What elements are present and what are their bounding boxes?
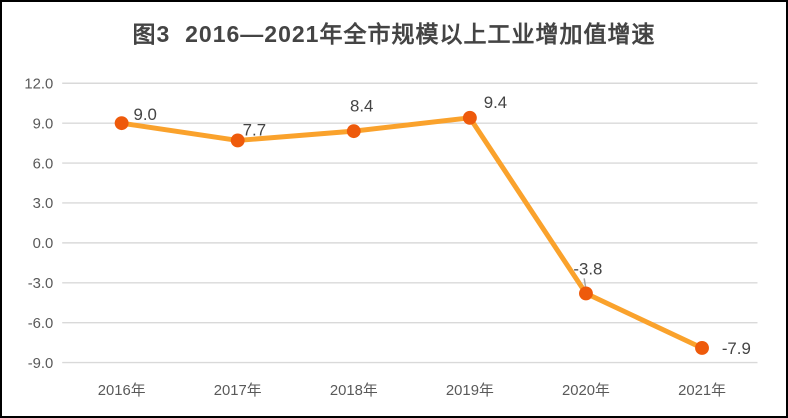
data-label: 7.7 [243,120,266,139]
data-point-2018年 [346,124,361,139]
y-tick-label: 0.0 [33,236,54,252]
x-tick-label: 2018年 [330,382,378,399]
data-point-2016年 [114,116,129,131]
data-label: 9.4 [484,93,507,112]
data-point-2020年 [579,286,593,301]
x-tick-label: 2017年 [214,382,262,399]
y-tick-label: 9.0 [33,116,54,132]
data-label: 8.4 [350,96,373,115]
x-tick-label: 2020年 [562,382,610,399]
data-label: -7.9 [722,339,751,358]
y-tick-label: 6.0 [33,156,54,172]
y-tick-label: -3.0 [28,276,54,292]
data-label: 9.0 [134,105,157,124]
y-tick-label: 12.0 [24,76,53,92]
x-tick-label: 2019年 [446,382,494,399]
data-point-2017年 [230,133,245,148]
chart-title: 图3 2016—2021年全市规模以上工业增加值增速 [132,21,656,47]
data-label: -3.8 [573,260,602,279]
y-tick-label: -6.0 [28,316,54,332]
data-point-2021年 [695,341,709,355]
y-tick-label: 3.0 [33,196,54,212]
y-tick-label: -9.0 [28,356,54,372]
x-tick-label: 2021年 [678,382,726,399]
data-point-2019年 [462,110,477,125]
x-tick-label: 2016年 [98,382,146,399]
series-line [119,115,705,351]
